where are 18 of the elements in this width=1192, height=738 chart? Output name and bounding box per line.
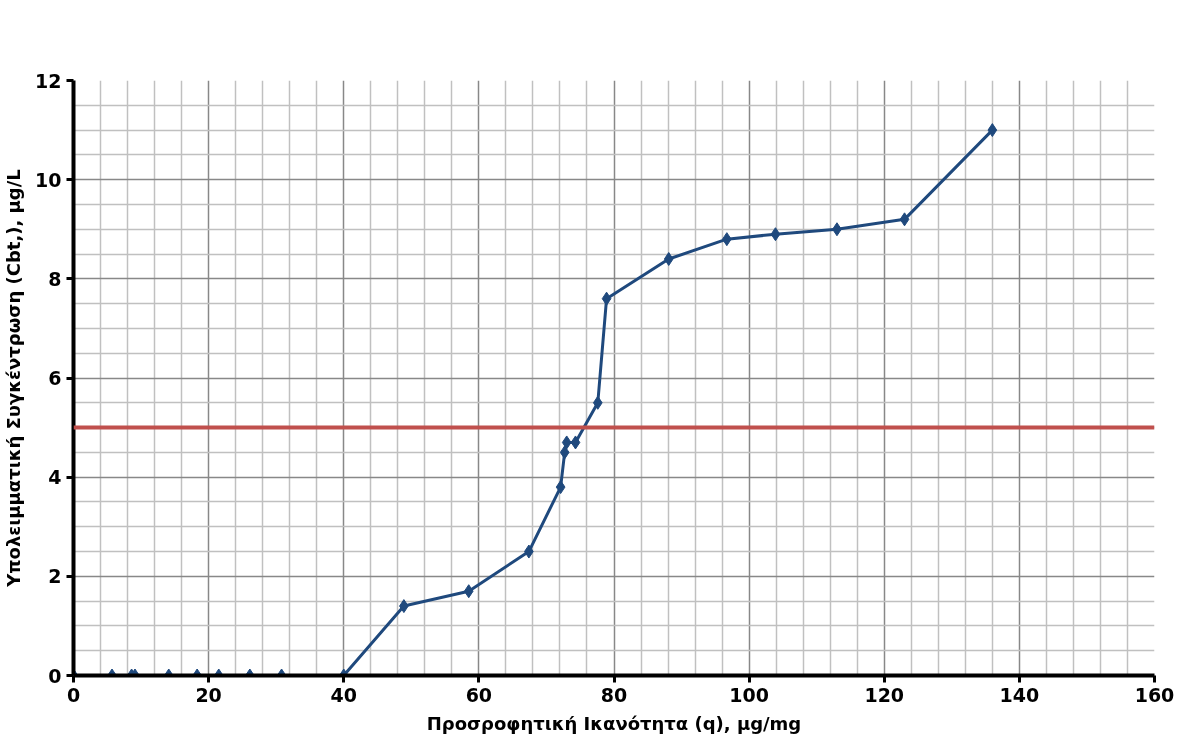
- x-tick-label: 80: [600, 683, 628, 706]
- y-tick-label: 10: [35, 168, 62, 191]
- x-tick-label: 160: [1134, 683, 1175, 706]
- y-tick-label: 2: [48, 565, 62, 588]
- y-tick-label: 0: [48, 664, 62, 687]
- x-tick-label: 100: [729, 683, 769, 706]
- x-tick-label: 20: [195, 683, 222, 706]
- y-tick-label: 12: [35, 69, 62, 92]
- x-tick-label: 120: [864, 683, 905, 706]
- x-tick-label: 40: [330, 683, 357, 706]
- y-axis-title: Υπολειμματική Συγκέντρωση (Cbt,), μg/L: [3, 169, 25, 588]
- x-tick-label: 0: [66, 683, 81, 706]
- y-tick-label: 8: [48, 267, 62, 290]
- y-tick-label: 4: [48, 466, 62, 489]
- x-tick-label: 140: [999, 683, 1040, 706]
- x-axis-title: Προσροφητική Ικανότητα (q), μg/mg: [426, 712, 802, 734]
- x-tick-label: 60: [465, 683, 493, 706]
- y-tick-label: 6: [48, 367, 62, 389]
